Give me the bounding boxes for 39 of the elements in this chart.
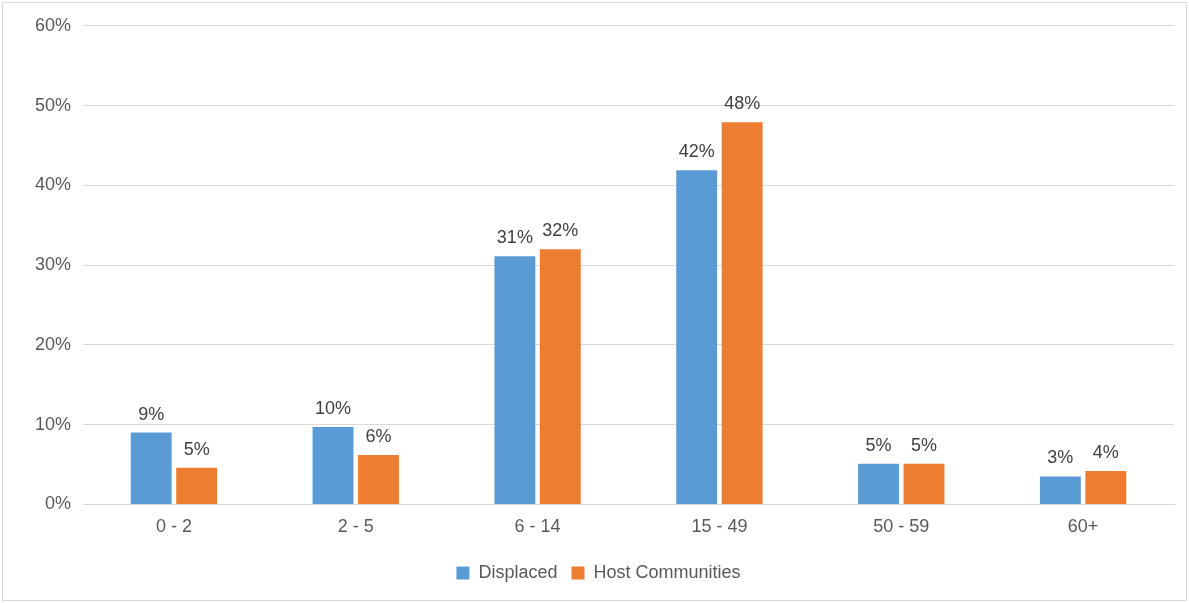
bar xyxy=(903,463,945,504)
y-tick-label: 10% xyxy=(35,413,72,434)
bar xyxy=(858,463,899,504)
data-label: 5% xyxy=(183,438,210,459)
legend-label: Host Communities xyxy=(593,561,741,582)
y-tick-label: 40% xyxy=(35,174,72,195)
bar xyxy=(312,427,354,504)
bar xyxy=(358,454,399,504)
x-tick-label: 6 - 14 xyxy=(514,516,561,537)
x-tick-label: 0 - 2 xyxy=(155,516,192,537)
data-label: 6% xyxy=(365,425,392,446)
x-tick-label: 2 - 5 xyxy=(337,516,374,537)
bar xyxy=(721,122,763,504)
data-label: 42% xyxy=(678,141,715,162)
legend-label: Displaced xyxy=(478,561,558,582)
y-tick-label: 0% xyxy=(45,493,72,514)
data-label: 32% xyxy=(542,220,579,241)
y-tick-label: 20% xyxy=(35,333,72,354)
data-label: 5% xyxy=(910,434,937,455)
data-label: 48% xyxy=(724,93,761,114)
data-label: 9% xyxy=(138,403,165,424)
y-tick-label: 60% xyxy=(35,14,72,35)
bar xyxy=(130,432,172,504)
bar xyxy=(494,256,536,504)
data-label: 3% xyxy=(1047,447,1074,468)
x-tick-label: 60+ xyxy=(1067,516,1099,537)
bar xyxy=(676,170,718,504)
data-label: 10% xyxy=(315,398,352,418)
data-label: 4% xyxy=(1092,441,1119,462)
y-tick-label: 50% xyxy=(35,94,72,115)
y-tick-label: 30% xyxy=(35,254,72,275)
bar xyxy=(1039,476,1081,504)
bar xyxy=(539,249,581,504)
bar xyxy=(1085,470,1127,504)
x-tick-label: 15 - 49 xyxy=(691,516,748,537)
x-tick-label: 50 - 59 xyxy=(873,516,930,537)
data-label: 5% xyxy=(865,434,892,455)
bar xyxy=(176,467,218,504)
data-label: 31% xyxy=(496,227,533,248)
